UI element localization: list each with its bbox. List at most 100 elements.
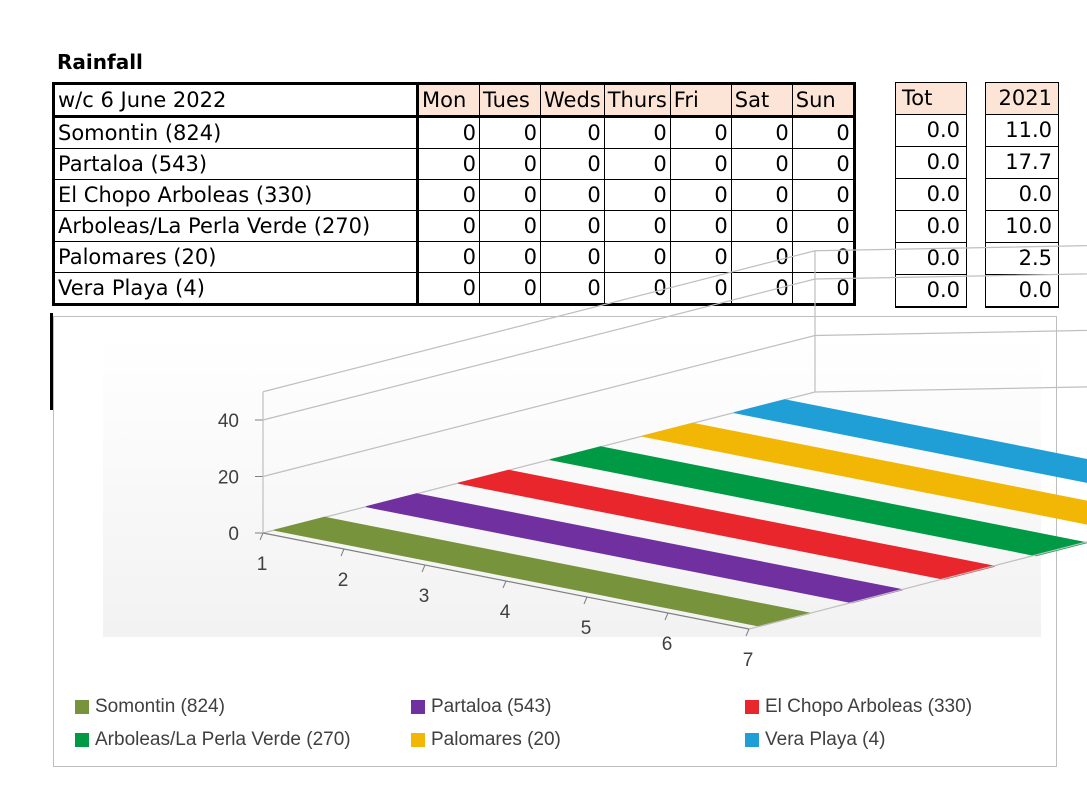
legend-swatch	[75, 733, 89, 747]
day-header: Fri	[669, 82, 732, 118]
rain-value: 0	[603, 272, 671, 306]
series-ribbon	[733, 399, 1087, 483]
rain-value: 0	[540, 210, 605, 242]
rain-value: 0	[603, 210, 671, 242]
series-ribbon	[641, 422, 1087, 525]
table-header-row: w/c 6 June 2022 Mon Tues Weds Thurs Fri Sat Sun	[52, 82, 856, 118]
legend-swatch	[75, 700, 89, 714]
rain-value: 0	[791, 241, 856, 273]
rain-value: 0	[417, 116, 480, 149]
day-header: Thurs	[603, 82, 671, 118]
rain-value: 0	[730, 148, 793, 180]
week-label: w/c 6 June 2022	[52, 82, 419, 118]
rainfall-table: w/c 6 June 2022 Mon Tues Weds Thurs Fri Sat Sun…	[52, 82, 856, 306]
total-header: Tot	[896, 83, 966, 115]
x-tick-label: 1	[257, 554, 268, 575]
station-name: Arboleas/La Perla Verde (270)	[52, 210, 419, 242]
prev-year-value: 0.0	[986, 179, 1058, 211]
legend-swatch	[745, 733, 759, 747]
x-tick-label: 5	[581, 618, 592, 639]
legend-label: Partaloa (543)	[431, 696, 552, 717]
legend-label: Vera Playa (4)	[765, 729, 886, 750]
total-value: 0.0	[896, 211, 966, 243]
rain-value: 0	[540, 272, 605, 306]
table-row: Arboleas/La Perla Verde (270) 0 0 0 0 0 0 0	[52, 210, 856, 242]
legend-item: Arboleas/La Perla Verde (270)	[75, 729, 351, 751]
x-tick-label: 6	[662, 634, 673, 655]
rain-value: 0	[669, 116, 732, 149]
x-tick-mark	[664, 612, 669, 621]
legend-swatch	[745, 700, 759, 714]
gridline	[262, 273, 1087, 421]
x-tick-mark	[259, 532, 264, 541]
legend-label: Arboleas/La Perla Verde (270)	[95, 729, 351, 750]
rain-value: 0	[540, 148, 605, 180]
y-tick-label: 0	[228, 524, 239, 545]
rain-value: 0	[791, 179, 856, 211]
prev-year-column: 2021 11.0 17.7 0.0 10.0 2.5 0.0	[985, 82, 1059, 308]
day-header: Sun	[791, 82, 856, 118]
legend-item: Vera Playa (4)	[745, 729, 885, 751]
x-tick-label: 4	[500, 602, 511, 623]
rain-value: 0	[669, 210, 732, 242]
day-header: Sat	[730, 82, 793, 118]
rain-value: 0	[417, 241, 480, 273]
rain-value: 0	[540, 241, 605, 273]
rain-value: 0	[479, 272, 541, 306]
legend-item: Palomares (20)	[411, 729, 561, 751]
x-tick-mark	[745, 628, 750, 637]
legend-swatch	[411, 700, 425, 714]
x-tick-label: 7	[743, 650, 754, 671]
total-value: 0.0	[896, 179, 966, 211]
prev-year-value: 0.0	[986, 275, 1058, 307]
legend-item: Somontin (824)	[75, 696, 225, 718]
total-value: 0.0	[896, 115, 966, 147]
y-tick-label: 40	[218, 411, 239, 432]
prev-year-header: 2021	[986, 83, 1058, 115]
rain-value: 0	[730, 272, 793, 306]
prev-year-value: 17.7	[986, 147, 1058, 179]
station-name: Vera Playa (4)	[52, 272, 419, 306]
rain-value: 0	[603, 179, 671, 211]
x-tick-mark	[421, 564, 426, 573]
floor-right-edge	[748, 541, 1087, 630]
rain-value: 0	[791, 210, 856, 242]
day-header: Tues	[479, 82, 541, 118]
legend-label: Somontin (824)	[95, 696, 225, 717]
legend-item: El Chopo Arboleas (330)	[745, 696, 972, 718]
table-border-fragment	[50, 313, 53, 410]
table-row: Partaloa (543) 0 0 0 0 0 0 0	[52, 148, 856, 180]
rain-value: 0	[791, 272, 856, 306]
rain-value: 0	[669, 148, 732, 180]
total-value: 0.0	[896, 243, 966, 275]
day-header: Weds	[540, 82, 605, 118]
total-value: 0.0	[896, 147, 966, 179]
rain-value: 0	[417, 148, 480, 180]
legend-label: El Chopo Arboleas (330)	[765, 696, 973, 717]
x-tick-label: 2	[338, 570, 349, 591]
rain-value: 0	[479, 179, 541, 211]
rain-value: 0	[603, 241, 671, 273]
y-tick-label: 20	[218, 468, 239, 489]
x-tick-label: 3	[419, 586, 430, 607]
prev-year-value: 10.0	[986, 211, 1058, 243]
legend-item: Partaloa (543)	[411, 696, 551, 718]
x-tick-mark	[502, 580, 507, 589]
rain-value: 0	[730, 116, 793, 149]
rain-value: 0	[417, 210, 480, 242]
prev-year-value: 2.5	[986, 243, 1058, 275]
total-column: Tot 0.0 0.0 0.0 0.0 0.0 0.0	[895, 82, 967, 308]
prev-year-value: 11.0	[986, 115, 1058, 147]
legend-swatch	[411, 733, 425, 747]
sheet-title: Rainfall	[57, 50, 143, 74]
table-row: Vera Playa (4) 0 0 0 0 0 0 0	[52, 272, 856, 306]
x-tick-mark	[583, 596, 588, 605]
total-value: 0.0	[896, 275, 966, 307]
rain-value: 0	[540, 179, 605, 211]
rain-value: 0	[479, 210, 541, 242]
x-tick-mark	[340, 548, 345, 557]
rain-value: 0	[730, 179, 793, 211]
table-row: El Chopo Arboleas (330) 0 0 0 0 0 0 0	[52, 179, 856, 211]
rain-value: 0	[479, 116, 541, 149]
